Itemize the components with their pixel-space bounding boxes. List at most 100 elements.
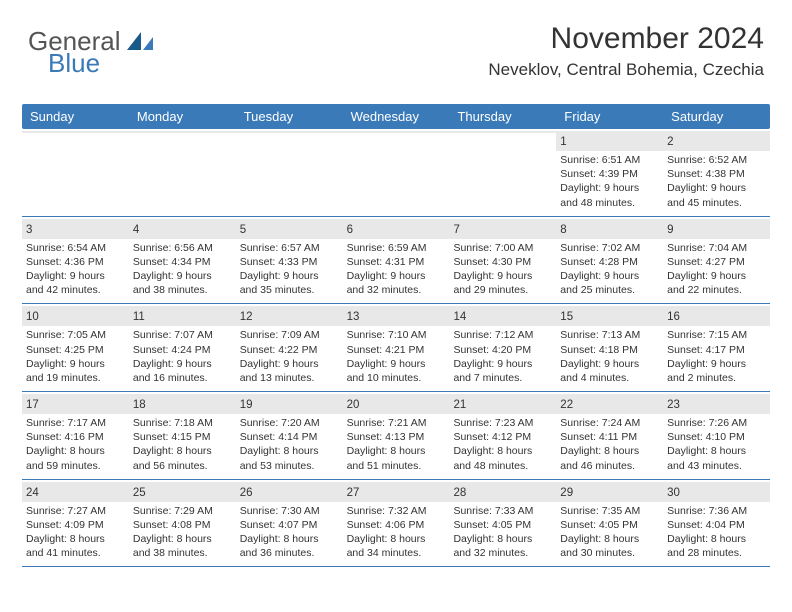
day-info-line: Sunrise: 7:02 AM xyxy=(560,241,659,255)
day-info: Sunrise: 7:30 AMSunset: 4:07 PMDaylight:… xyxy=(240,504,339,561)
day-info: Sunrise: 7:04 AMSunset: 4:27 PMDaylight:… xyxy=(667,241,766,298)
day-info-line: and 59 minutes. xyxy=(26,459,125,473)
day-number: 9 xyxy=(667,224,673,236)
day-info-line: Sunrise: 7:35 AM xyxy=(560,504,659,518)
day-number-row: 23 xyxy=(663,394,770,414)
day-info-line: Sunset: 4:36 PM xyxy=(26,255,125,269)
day-info-line: Sunset: 4:09 PM xyxy=(26,518,125,532)
logo: General Blue xyxy=(28,26,153,57)
day-number-row: 21 xyxy=(449,394,556,414)
day-info-line: and 53 minutes. xyxy=(240,459,339,473)
day-info-line: Sunrise: 6:59 AM xyxy=(347,241,446,255)
day-cell: 23 Sunrise: 7:26 AMSunset: 4:10 PMDayligh… xyxy=(663,392,770,480)
day-info-line: and 16 minutes. xyxy=(133,371,232,385)
day-info-line: and 43 minutes. xyxy=(667,459,766,473)
day-cell: 4 Sunrise: 6:56 AMSunset: 4:34 PMDaylight… xyxy=(129,217,236,305)
day-info: Sunrise: 7:02 AMSunset: 4:28 PMDaylight:… xyxy=(560,241,659,298)
day-info-line: and 4 minutes. xyxy=(560,371,659,385)
day-number-row: 5 xyxy=(236,219,343,239)
day-number: 8 xyxy=(560,224,566,236)
day-cell: 27Sunrise: 7:32 AMSunset: 4:06 PMDayligh… xyxy=(343,480,450,568)
day-info-line: and 51 minutes. xyxy=(347,459,446,473)
day-info-line: Daylight: 9 hours xyxy=(667,269,766,283)
day-info-line: Sunset: 4:34 PM xyxy=(133,255,232,269)
day-info-line: and 10 minutes. xyxy=(347,371,446,385)
day-info-line: Sunrise: 7:27 AM xyxy=(26,504,125,518)
day-info: Sunrise: 6:56 AMSunset: 4:34 PMDaylight:… xyxy=(133,241,232,298)
weekday-label: Saturday xyxy=(663,104,770,129)
day-number: 14 xyxy=(453,311,466,323)
day-number: 6 xyxy=(347,224,353,236)
day-info-line: Daylight: 9 hours xyxy=(26,269,125,283)
day-number-row: 3 xyxy=(22,219,129,239)
day-info: Sunrise: 7:29 AMSunset: 4:08 PMDaylight:… xyxy=(133,504,232,561)
day-number-row: 8 xyxy=(556,219,663,239)
day-number: 10 xyxy=(26,311,39,323)
day-info-line: and 42 minutes. xyxy=(26,283,125,297)
day-cell: 12Sunrise: 7:09 AMSunset: 4:22 PMDayligh… xyxy=(236,304,343,392)
day-number: 25 xyxy=(133,487,146,499)
day-cell: 1Sunrise: 6:51 AMSunset: 4:39 PMDaylight… xyxy=(556,129,663,217)
day-info-line: Sunrise: 7:32 AM xyxy=(347,504,446,518)
day-number-row: 26 xyxy=(236,482,343,502)
day-info-line: and 36 minutes. xyxy=(240,546,339,560)
day-info-line: Daylight: 8 hours xyxy=(453,444,552,458)
day-cell: 18Sunrise: 7:18 AMSunset: 4:15 PMDayligh… xyxy=(129,392,236,480)
day-number-row: 24 xyxy=(22,482,129,502)
day-info-line: Daylight: 9 hours xyxy=(453,357,552,371)
week-row: 10 Sunrise: 7:05 AMSunset: 4:25 PMDayligh… xyxy=(22,304,770,392)
day-info-line: Sunset: 4:21 PM xyxy=(347,343,446,357)
day-number-row: 12 xyxy=(236,306,343,326)
day-info-line: Sunrise: 6:57 AM xyxy=(240,241,339,255)
day-cell: 21Sunrise: 7:23 AMSunset: 4:12 PMDayligh… xyxy=(449,392,556,480)
day-number: 4 xyxy=(133,224,139,236)
day-info-line: Daylight: 9 hours xyxy=(347,357,446,371)
day-cell: 29Sunrise: 7:35 AMSunset: 4:05 PMDayligh… xyxy=(556,480,663,568)
day-number-row: 22 xyxy=(556,394,663,414)
day-cell: 17Sunrise: 7:17 AMSunset: 4:16 PMDayligh… xyxy=(22,392,129,480)
day-info-line: Daylight: 8 hours xyxy=(26,532,125,546)
day-info: Sunrise: 7:26 AMSunset: 4:10 PMDaylight:… xyxy=(667,416,766,473)
day-info: Sunrise: 7:13 AMSunset: 4:18 PMDaylight:… xyxy=(560,328,659,385)
day-info-line: and 48 minutes. xyxy=(560,196,659,210)
day-info-line: Sunset: 4:27 PM xyxy=(667,255,766,269)
day-info-line: Daylight: 9 hours xyxy=(560,357,659,371)
day-cell: 5Sunrise: 6:57 AMSunset: 4:33 PMDaylight… xyxy=(236,217,343,305)
day-info-line: and 56 minutes. xyxy=(133,459,232,473)
day-number: 26 xyxy=(240,487,253,499)
header: November 2024 Neveklov, Central Bohemia,… xyxy=(488,22,764,80)
day-info-line: Sunset: 4:20 PM xyxy=(453,343,552,357)
day-info: Sunrise: 7:05 AMSunset: 4:25 PMDaylight:… xyxy=(26,328,125,385)
day-info-line: and 28 minutes. xyxy=(667,546,766,560)
day-info: Sunrise: 7:36 AMSunset: 4:04 PMDaylight:… xyxy=(667,504,766,561)
day-number: 23 xyxy=(667,399,680,411)
day-info-line: Sunrise: 7:29 AM xyxy=(133,504,232,518)
day-info: Sunrise: 7:20 AMSunset: 4:14 PMDaylight:… xyxy=(240,416,339,473)
day-info-line: Sunrise: 7:20 AM xyxy=(240,416,339,430)
location: Neveklov, Central Bohemia, Czechia xyxy=(488,60,764,80)
day-info: Sunrise: 7:27 AMSunset: 4:09 PMDaylight:… xyxy=(26,504,125,561)
day-info-line: Sunset: 4:13 PM xyxy=(347,430,446,444)
day-info-line: and 48 minutes. xyxy=(453,459,552,473)
day-info-line: Daylight: 8 hours xyxy=(347,532,446,546)
day-info: Sunrise: 7:15 AMSunset: 4:17 PMDaylight:… xyxy=(667,328,766,385)
day-number-row: 25 xyxy=(129,482,236,502)
day-info-line: Sunset: 4:07 PM xyxy=(240,518,339,532)
day-info-line: Daylight: 9 hours xyxy=(240,357,339,371)
day-number-row xyxy=(343,131,450,133)
weekday-label: Thursday xyxy=(449,104,556,129)
day-info: Sunrise: 7:18 AMSunset: 4:15 PMDaylight:… xyxy=(133,416,232,473)
day-number-row: 6 xyxy=(343,219,450,239)
page-title: November 2024 xyxy=(488,22,764,56)
day-number-row xyxy=(22,131,129,133)
day-info-line: Sunset: 4:28 PM xyxy=(560,255,659,269)
day-cell: 16Sunrise: 7:15 AMSunset: 4:17 PMDayligh… xyxy=(663,304,770,392)
day-info-line: and 34 minutes. xyxy=(347,546,446,560)
day-info-line: Sunrise: 7:09 AM xyxy=(240,328,339,342)
week-row: 17Sunrise: 7:17 AMSunset: 4:16 PMDayligh… xyxy=(22,392,770,480)
day-info-line: Sunset: 4:24 PM xyxy=(133,343,232,357)
day-cell: 28Sunrise: 7:33 AMSunset: 4:05 PMDayligh… xyxy=(449,480,556,568)
day-cell: 14Sunrise: 7:12 AMSunset: 4:20 PMDayligh… xyxy=(449,304,556,392)
day-info-line: and 41 minutes. xyxy=(26,546,125,560)
day-info-line: Daylight: 8 hours xyxy=(240,444,339,458)
